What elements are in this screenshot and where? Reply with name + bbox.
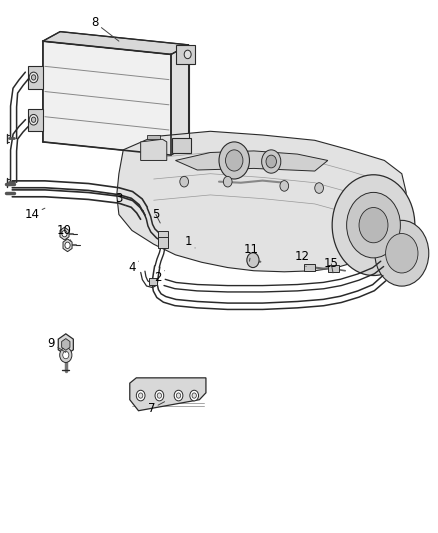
Polygon shape bbox=[141, 139, 167, 160]
Polygon shape bbox=[304, 264, 315, 271]
Circle shape bbox=[280, 181, 289, 191]
Text: 7: 7 bbox=[148, 402, 165, 415]
Circle shape bbox=[219, 142, 250, 179]
Polygon shape bbox=[130, 378, 206, 411]
Circle shape bbox=[177, 393, 181, 398]
Polygon shape bbox=[28, 66, 43, 88]
Circle shape bbox=[32, 117, 36, 123]
Text: 8: 8 bbox=[91, 16, 119, 41]
Polygon shape bbox=[177, 45, 195, 64]
Polygon shape bbox=[176, 151, 328, 171]
Polygon shape bbox=[62, 338, 70, 350]
Polygon shape bbox=[28, 109, 43, 131]
Polygon shape bbox=[328, 265, 339, 272]
Circle shape bbox=[174, 390, 183, 401]
Circle shape bbox=[62, 230, 67, 237]
Polygon shape bbox=[158, 231, 168, 241]
Polygon shape bbox=[43, 41, 171, 155]
Polygon shape bbox=[60, 227, 69, 240]
Circle shape bbox=[261, 150, 281, 173]
Text: 9: 9 bbox=[48, 337, 66, 352]
Polygon shape bbox=[171, 45, 188, 155]
Polygon shape bbox=[117, 131, 406, 272]
Circle shape bbox=[32, 75, 36, 80]
Polygon shape bbox=[158, 237, 168, 248]
Circle shape bbox=[315, 183, 323, 193]
Circle shape bbox=[266, 155, 276, 168]
Text: 15: 15 bbox=[324, 257, 339, 273]
Polygon shape bbox=[43, 31, 188, 54]
Circle shape bbox=[65, 242, 70, 248]
Circle shape bbox=[226, 150, 243, 171]
Text: 12: 12 bbox=[294, 251, 309, 266]
Circle shape bbox=[184, 50, 191, 59]
Polygon shape bbox=[149, 278, 157, 285]
Circle shape bbox=[29, 115, 38, 125]
Circle shape bbox=[385, 233, 418, 273]
Text: 11: 11 bbox=[244, 243, 259, 261]
Polygon shape bbox=[147, 135, 160, 139]
Circle shape bbox=[359, 207, 388, 243]
Circle shape bbox=[375, 220, 429, 286]
Polygon shape bbox=[63, 239, 72, 252]
Text: 14: 14 bbox=[25, 208, 45, 221]
Text: 3: 3 bbox=[115, 192, 125, 206]
Polygon shape bbox=[172, 138, 191, 152]
Circle shape bbox=[247, 253, 259, 268]
Circle shape bbox=[223, 176, 232, 187]
Text: 5: 5 bbox=[152, 208, 160, 223]
Circle shape bbox=[157, 393, 162, 398]
Circle shape bbox=[138, 393, 143, 398]
Circle shape bbox=[60, 348, 72, 362]
Circle shape bbox=[29, 72, 38, 83]
Circle shape bbox=[192, 393, 196, 398]
Text: 10: 10 bbox=[57, 224, 72, 241]
Circle shape bbox=[332, 175, 415, 276]
Circle shape bbox=[346, 192, 400, 258]
Circle shape bbox=[155, 390, 164, 401]
Text: 2: 2 bbox=[154, 271, 165, 284]
Text: 4: 4 bbox=[128, 261, 138, 274]
Circle shape bbox=[136, 390, 145, 401]
Circle shape bbox=[190, 390, 198, 401]
Circle shape bbox=[180, 176, 188, 187]
Polygon shape bbox=[58, 334, 73, 355]
Circle shape bbox=[63, 351, 69, 359]
Text: 1: 1 bbox=[185, 235, 195, 248]
